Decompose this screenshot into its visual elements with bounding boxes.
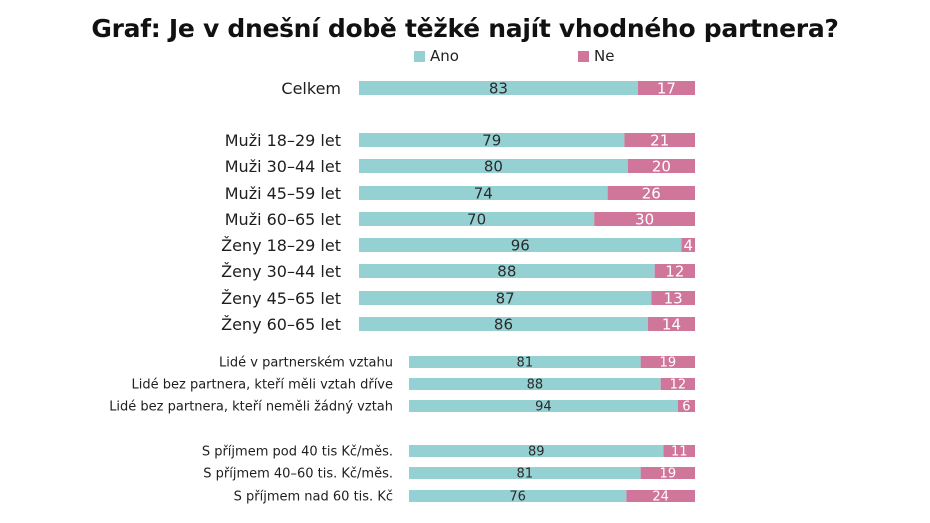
legend-swatch-ne: [578, 50, 589, 62]
value-label-ne: 26: [642, 184, 661, 202]
legend-label-ano: Ano: [430, 47, 459, 65]
row-label: Ženy 60–65 let: [221, 315, 341, 334]
value-label-ne: 17: [657, 79, 676, 97]
row-label: Ženy 18–29 let: [221, 236, 341, 255]
bar-segment-ano: [359, 212, 595, 226]
value-label-ano: 70: [467, 210, 486, 228]
bar-row: Ženy 30–44 let 88 12: [221, 262, 695, 281]
bar-row: Muži 60–65 let 70 30: [225, 210, 695, 229]
value-label-ne: 20: [652, 157, 671, 175]
chart-title: Graf: Je v dnešní době těžké najít vhodn…: [91, 14, 839, 43]
bar-segment-ano: [359, 264, 655, 278]
bar-row: Ženy 60–65 let 86 14: [221, 315, 695, 334]
value-label-ano: 86: [494, 315, 513, 333]
value-label-ne: 14: [662, 315, 681, 333]
bar-segment-ne: [607, 186, 695, 200]
row-label: S příjmem 40–60 tis. Kč/měs.: [203, 467, 393, 482]
bar-segment-ano: [359, 159, 628, 173]
legend-item-ne: Ne: [578, 47, 614, 65]
bar-segment-ne: [640, 467, 695, 479]
bar-row: Lidé v partnerském vztahu 81 19: [219, 356, 695, 371]
legend-label-ne: Ne: [594, 47, 615, 65]
bar-row: Lidé bez partnera, kteří neměli žádný vz…: [109, 400, 695, 415]
bar-row: Muži 30–44 let 80 20: [225, 157, 695, 176]
value-label-ano: 89: [528, 445, 545, 460]
value-label-ano: 79: [482, 131, 501, 149]
row-label: Lidé v partnerském vztahu: [219, 356, 393, 371]
row-label: Lidé bez partnera, kteří měli vztah dřív…: [132, 378, 394, 393]
bar-row: Muži 18–29 let 79 21: [225, 131, 695, 150]
bar-row: S příjmem nad 60 tis. Kč 76 24: [234, 490, 695, 505]
row-label: Ženy 30–44 let: [221, 262, 341, 281]
value-label-ne: 11: [671, 445, 688, 460]
bar-row: Ženy 18–29 let 96 4: [221, 236, 695, 255]
value-label-ano: 88: [527, 378, 544, 393]
value-label-ano: 81: [517, 356, 534, 371]
bar-segment-ano: [409, 445, 664, 457]
value-label-ne: 21: [650, 131, 669, 149]
bar-row: Muži 45–59 let 74 26: [225, 184, 695, 203]
value-label-ano: 74: [474, 184, 493, 202]
legend-swatch-ano: [414, 50, 425, 62]
bar-segment-ne: [651, 291, 695, 305]
value-label-ne: 12: [670, 378, 687, 393]
bar-segment-ne: [640, 356, 695, 368]
value-label-ano: 94: [535, 400, 552, 415]
value-label-ne: 6: [682, 400, 690, 415]
bar-row: S příjmem 40–60 tis. Kč/měs. 81 19: [203, 467, 695, 482]
value-label-ano: 83: [489, 79, 508, 97]
bar-segment-ano: [409, 378, 661, 390]
bar-segment-ne: [624, 133, 695, 147]
value-label-ne: 19: [660, 467, 677, 482]
bar-segment-ano: [359, 291, 652, 305]
row-label: S příjmem nad 60 tis. Kč: [234, 490, 393, 505]
bar-segment-ne: [627, 159, 695, 173]
chart-legend: Ano Ne: [0, 47, 930, 67]
bar-row: Lidé bez partnera, kteří měli vztah dřív…: [132, 378, 695, 393]
row-label: S příjmem pod 40 tis Kč/měs.: [202, 445, 393, 460]
row-label: Muži 18–29 let: [225, 131, 341, 150]
value-label-ano: 87: [496, 289, 515, 307]
bar-segment-ne: [681, 238, 695, 252]
value-label-ano: 76: [509, 490, 526, 505]
value-label-ne: 30: [635, 210, 654, 228]
row-label: Muži 60–65 let: [225, 210, 341, 229]
bar-segment-ano: [359, 81, 638, 95]
bar-segment-ano: [359, 133, 625, 147]
bar-segment-ano: [409, 356, 641, 368]
value-label-ne: 19: [660, 356, 677, 371]
row-label: Ženy 45–65 let: [221, 289, 341, 308]
value-label-ne: 13: [664, 289, 683, 307]
value-label-ne: 24: [652, 490, 669, 505]
bar-segment-ne: [594, 212, 695, 226]
row-label: Celkem: [281, 79, 341, 98]
value-label-ano: 80: [484, 157, 503, 175]
bar-row: Celkem 83 17: [281, 79, 695, 98]
value-label-ne: 4: [684, 236, 694, 254]
row-label: Lidé bez partnera, kteří neměli žádný vz…: [109, 400, 393, 415]
row-label: Muži 45–59 let: [225, 184, 341, 203]
bar-segment-ano: [409, 490, 627, 502]
bar-segment-ano: [409, 467, 641, 479]
bar-row: S příjmem pod 40 tis Kč/měs. 89 11: [202, 445, 695, 460]
bar-segment-ne: [660, 378, 695, 390]
value-label-ano: 81: [517, 467, 534, 482]
bar-segment-ano: [359, 317, 648, 331]
bar-row: Ženy 45–65 let 87 13: [221, 289, 695, 308]
bar-segment-ne: [677, 400, 695, 412]
bar-segment-ano: [359, 238, 682, 252]
bar-segment-ne: [654, 264, 695, 278]
bar-segment-ano: [359, 186, 608, 200]
bar-segment-ano: [409, 400, 678, 412]
value-label-ne: 12: [665, 262, 684, 280]
legend-item-ano: Ano: [414, 47, 459, 65]
row-label: Muži 30–44 let: [225, 157, 341, 176]
bar-segment-ne: [647, 317, 695, 331]
bar-segment-ne: [626, 490, 695, 502]
bar-segment-ne: [637, 81, 695, 95]
value-label-ano: 96: [511, 236, 530, 254]
bar-segment-ne: [663, 445, 695, 457]
value-label-ano: 88: [497, 262, 516, 280]
